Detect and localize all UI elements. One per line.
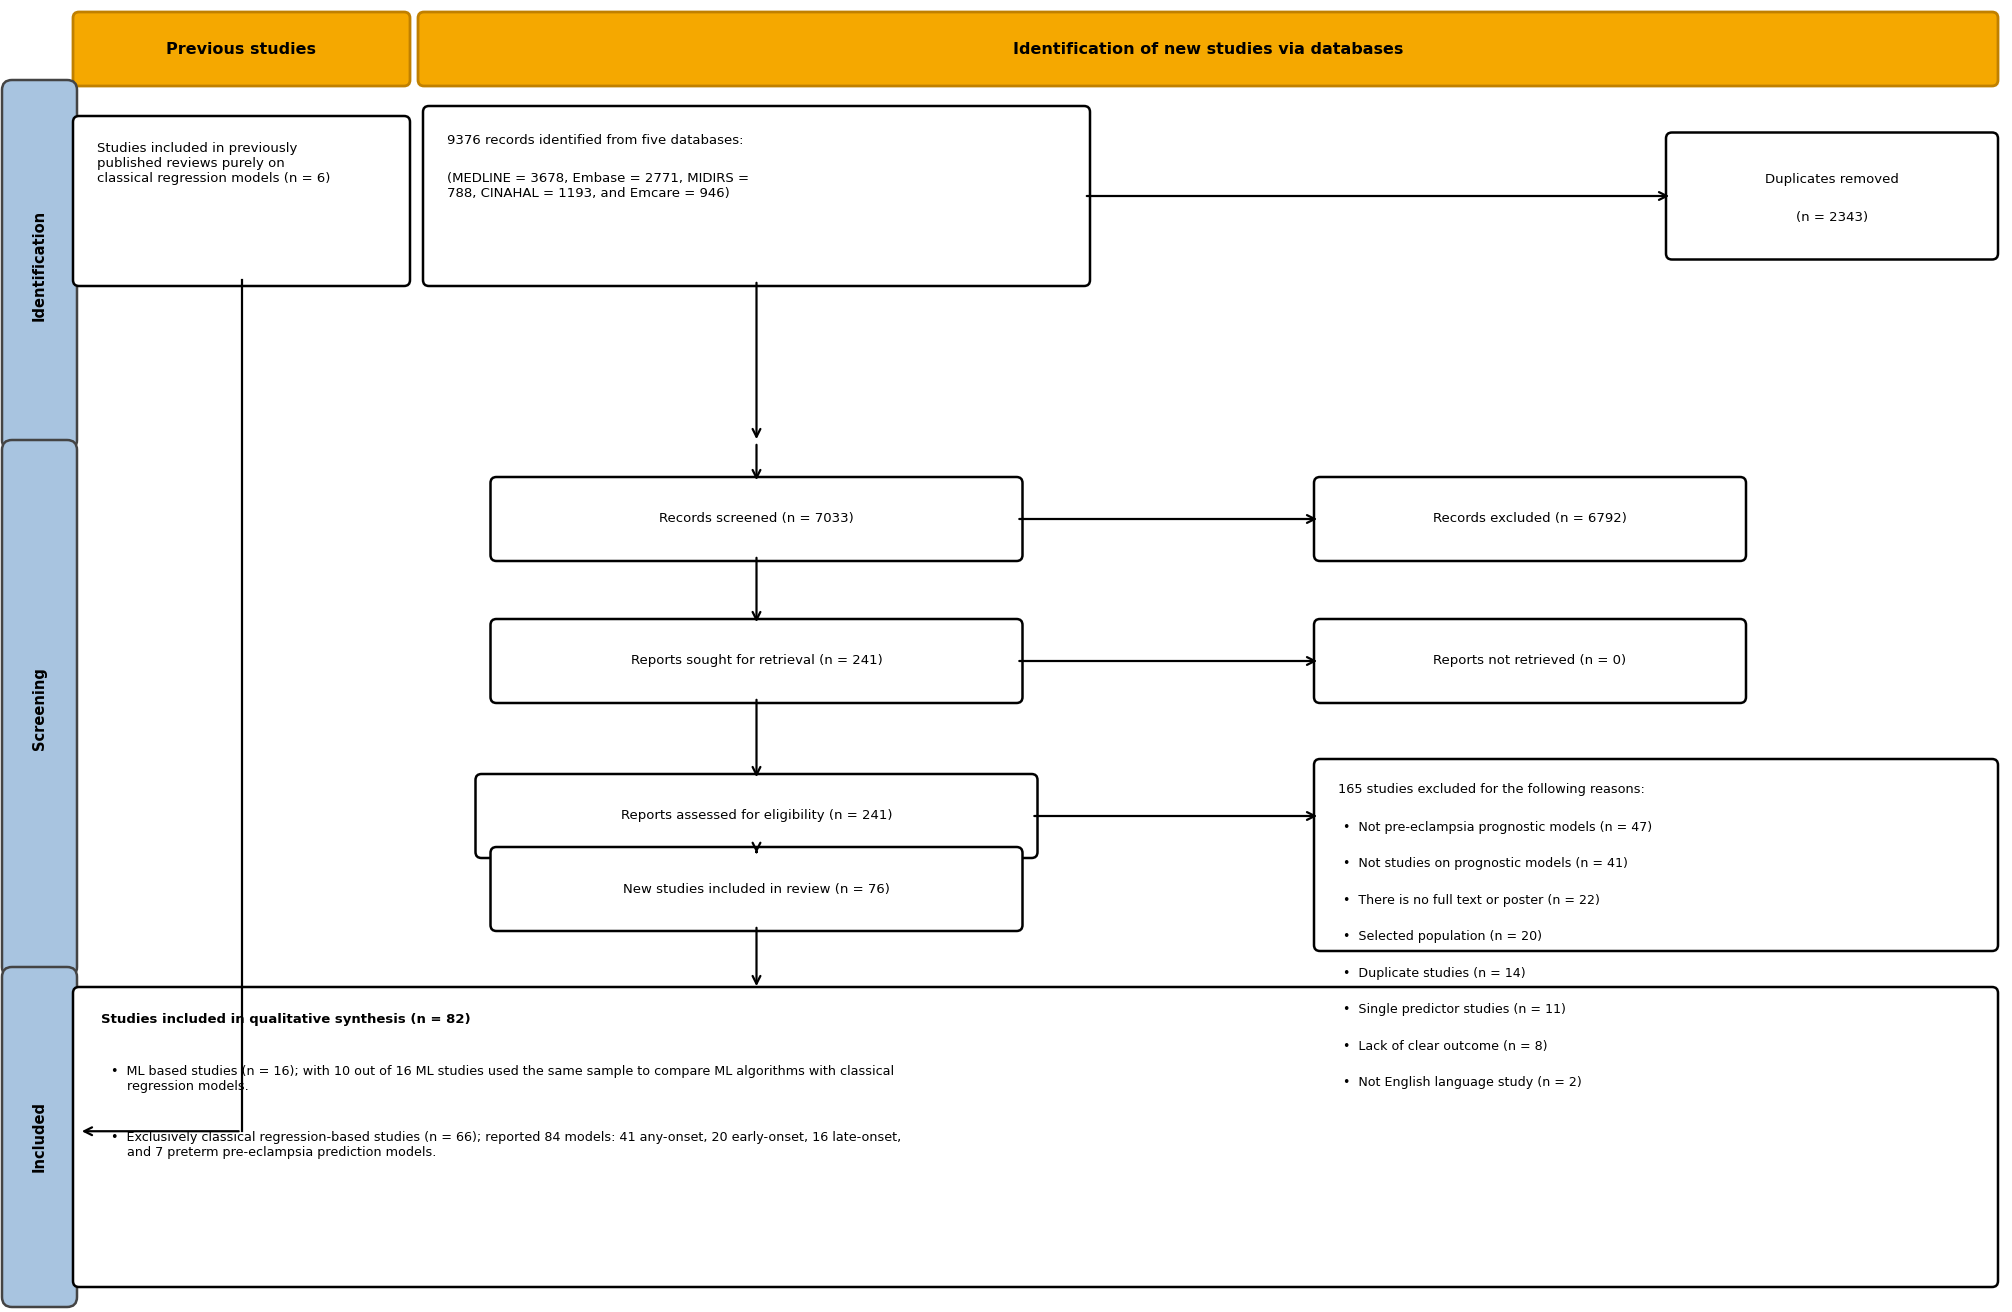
FancyBboxPatch shape [1314, 619, 1746, 703]
FancyBboxPatch shape [491, 478, 1022, 562]
Text: •  Not studies on prognostic models (n = 41): • Not studies on prognostic models (n = … [1342, 858, 1628, 870]
FancyBboxPatch shape [72, 12, 410, 87]
Text: •  Exclusively classical regression-based studies (n = 66); reported 84 models: : • Exclusively classical regression-based… [111, 1131, 901, 1158]
Text: Included: Included [32, 1102, 46, 1173]
Text: •  There is no full text or poster (n = 22): • There is no full text or poster (n = 2… [1342, 893, 1600, 907]
Text: Duplicates removed: Duplicates removed [1765, 173, 1899, 186]
Text: Reports not retrieved (n = 0): Reports not retrieved (n = 0) [1433, 655, 1626, 668]
FancyBboxPatch shape [1314, 760, 1998, 951]
Text: •  Lack of clear outcome (n = 8): • Lack of clear outcome (n = 8) [1342, 1040, 1547, 1054]
Text: 165 studies excluded for the following reasons:: 165 studies excluded for the following r… [1338, 783, 1646, 796]
FancyBboxPatch shape [1314, 478, 1746, 562]
Text: (n = 2343): (n = 2343) [1797, 211, 1867, 224]
Text: •  Duplicate studies (n = 14): • Duplicate studies (n = 14) [1342, 967, 1525, 980]
FancyBboxPatch shape [491, 848, 1022, 932]
Text: Identification: Identification [32, 210, 46, 320]
Text: •  Selected population (n = 20): • Selected population (n = 20) [1342, 930, 1541, 943]
FancyBboxPatch shape [423, 106, 1091, 286]
Text: 9376 records identified from five databases:: 9376 records identified from five databa… [447, 134, 744, 147]
Text: •  Single predictor studies (n = 11): • Single predictor studies (n = 11) [1342, 1004, 1565, 1017]
FancyBboxPatch shape [72, 987, 1998, 1287]
FancyBboxPatch shape [491, 619, 1022, 703]
Text: •  Not English language study (n = 2): • Not English language study (n = 2) [1342, 1077, 1581, 1089]
Text: •  Not pre-eclampsia prognostic models (n = 47): • Not pre-eclampsia prognostic models (n… [1342, 821, 1652, 834]
Text: Previous studies: Previous studies [167, 42, 316, 56]
Text: Screening: Screening [32, 666, 46, 750]
FancyBboxPatch shape [2, 80, 76, 450]
Text: Identification of new studies via databases: Identification of new studies via databa… [1012, 42, 1402, 56]
Text: Reports assessed for eligibility (n = 241): Reports assessed for eligibility (n = 24… [622, 810, 891, 823]
Text: Records screened (n = 7033): Records screened (n = 7033) [660, 513, 853, 526]
Text: Studies included in qualitative synthesis (n = 82): Studies included in qualitative synthesi… [101, 1013, 471, 1026]
Text: Studies included in previously
published reviews purely on
classical regression : Studies included in previously published… [97, 142, 330, 185]
Text: (MEDLINE = 3678, Embase = 2771, MIDIRS =
788, CINAHAL = 1193, and Emcare = 946): (MEDLINE = 3678, Embase = 2771, MIDIRS =… [447, 172, 748, 199]
Text: •  ML based studies (n = 16); with 10 out of 16 ML studies used the same sample : • ML based studies (n = 16); with 10 out… [111, 1065, 893, 1093]
FancyBboxPatch shape [418, 12, 1998, 87]
FancyBboxPatch shape [2, 967, 76, 1307]
Text: New studies included in review (n = 76): New studies included in review (n = 76) [624, 883, 889, 896]
FancyBboxPatch shape [72, 115, 410, 286]
FancyBboxPatch shape [1666, 133, 1998, 260]
Text: Records excluded (n = 6792): Records excluded (n = 6792) [1433, 513, 1628, 526]
FancyBboxPatch shape [475, 774, 1038, 858]
FancyBboxPatch shape [2, 440, 76, 977]
Text: Reports sought for retrieval (n = 241): Reports sought for retrieval (n = 241) [630, 655, 883, 668]
